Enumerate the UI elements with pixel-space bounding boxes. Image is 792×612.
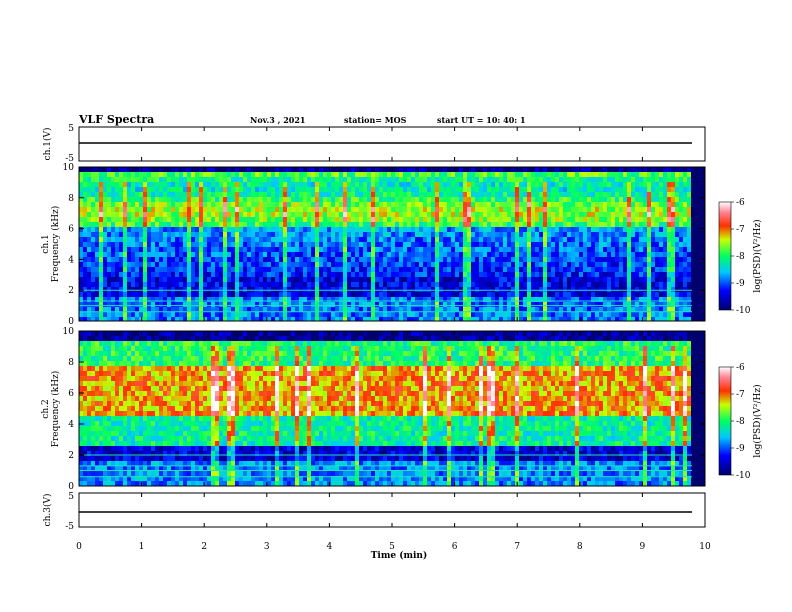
y-tick-label: 2 — [68, 451, 74, 461]
y-tick-label: 6 — [68, 389, 74, 399]
x-tick-label: 10 — [699, 542, 711, 552]
ch3-ytick-bottom: -5 — [65, 522, 74, 532]
colorbar-ch1: -6 -7 -8 -9 -10 log(PSD)(V²/Hz) — [718, 198, 763, 316]
waveform-panel-ch1: 5 -5 ch.1(V) — [42, 124, 706, 164]
ch1-channel-label: ch.1 — [41, 234, 51, 253]
colorbar-ch1-label: log(PSD)(V²/Hz) — [752, 219, 763, 292]
y-tick-label: 0 — [68, 482, 74, 492]
x-tick-label: 3 — [264, 542, 270, 552]
colorbar-ch2: -6 -7 -8 -9 -10 log(PSD)(V²/Hz) — [718, 363, 763, 481]
date-label: Nov.3 , 2021 — [250, 115, 305, 125]
start-time-label: start UT = 10: 40: 1 — [437, 115, 526, 125]
spectrogram-ch1-cells — [79, 167, 692, 321]
y-tick-label: 10 — [63, 163, 75, 173]
spectrogram-panel-ch1: 0 2 4 6 8 10 ch.1 Frequency (kHz) — [41, 163, 706, 327]
x-tick-label: 2 — [201, 542, 207, 552]
ch3-ytick-top: 5 — [68, 492, 74, 502]
x-tick-label: 1 — [139, 542, 145, 552]
ch2-channel-label: ch.2 — [41, 399, 51, 418]
station-label: station= MOS — [344, 115, 407, 125]
y-tick-label: 10 — [63, 327, 75, 337]
colorbar-tick-label: -9 — [736, 279, 745, 289]
x-tick-label: 8 — [577, 542, 583, 552]
colorbar-tick-label: -6 — [736, 363, 745, 373]
y-tick-label: 8 — [68, 194, 74, 204]
spectrogram-panel-ch2: 0 2 4 6 8 10 ch.2 Frequency (kHz) — [41, 327, 706, 492]
ch1-ylabel: Frequency (kHz) — [50, 206, 61, 283]
y-tick-label: 2 — [68, 286, 74, 296]
colorbar-tick-label: -7 — [736, 390, 745, 400]
x-tick-label: 5 — [389, 542, 395, 552]
waveform-panel-ch3: 5 -5 ch.3(V) — [42, 492, 706, 532]
x-tick-label: 7 — [514, 542, 520, 552]
x-tick-label: 4 — [327, 542, 333, 552]
spectrogram-ch2-cells — [79, 331, 692, 486]
x-tick-label: 0 — [76, 542, 82, 552]
colorbar-ch2-label: log(PSD)(V²/Hz) — [752, 384, 763, 457]
y-tick-label: 4 — [68, 420, 74, 430]
colorbar-tick-label: -10 — [736, 306, 751, 316]
colorbar-tick-label: -6 — [736, 198, 745, 208]
ch1-ytick-bottom: -5 — [65, 154, 74, 164]
y-tick-label: 8 — [68, 358, 74, 368]
ch2-ylabel: Frequency (kHz) — [50, 371, 61, 448]
colorbar-tick-label: -8 — [736, 417, 745, 427]
ch1-waveform-ylabel: ch.1(V) — [42, 128, 53, 161]
colorbar-tick-label: -9 — [736, 444, 745, 454]
x-tick-label: 6 — [452, 542, 458, 552]
figure-title: VLF Spectra — [78, 113, 154, 126]
x-tick-label: 9 — [640, 542, 646, 552]
colorbar-tick-label: -8 — [736, 252, 745, 262]
y-tick-label: 6 — [68, 225, 74, 235]
colorbar-tick-label: -7 — [736, 225, 745, 235]
y-tick-label: 0 — [68, 317, 74, 327]
y-tick-label: 4 — [68, 255, 74, 265]
colorbar-tick-label: -10 — [736, 471, 751, 481]
ch1-ytick-top: 5 — [68, 124, 74, 134]
ch3-waveform-ylabel: ch.3(V) — [42, 494, 53, 527]
x-axis-label: Time (min) — [371, 550, 428, 561]
